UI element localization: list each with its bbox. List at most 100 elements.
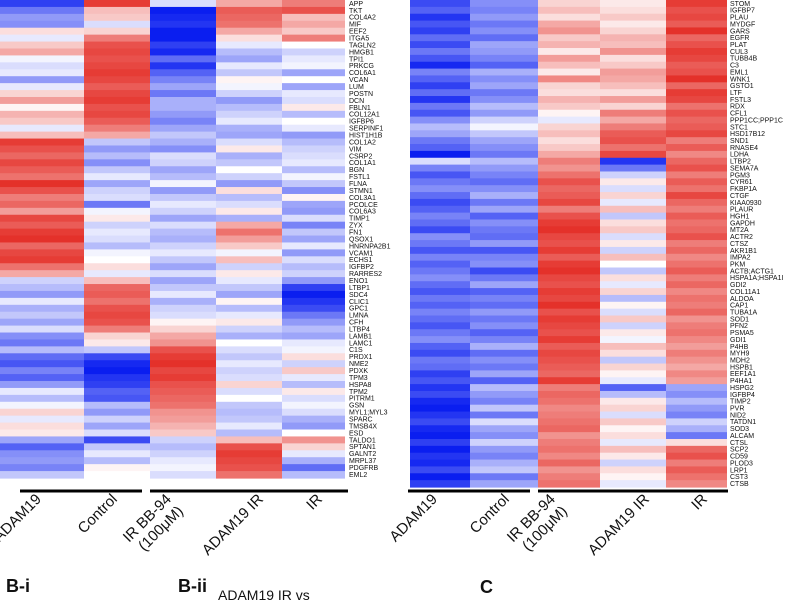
gene-label: FBLN1 xyxy=(349,105,371,112)
heatmap-cell xyxy=(0,145,84,154)
heatmap-cell xyxy=(282,41,345,50)
heatmap-cell xyxy=(538,61,600,70)
heatmap-cell xyxy=(666,144,727,152)
heatmap-cell xyxy=(538,212,600,221)
heatmap-cell xyxy=(84,381,150,389)
heatmap-cell xyxy=(600,123,666,131)
heatmap-cell xyxy=(666,219,727,227)
heatmap-cell xyxy=(666,480,727,488)
heatmap-cell xyxy=(0,48,84,57)
heatmap-cell xyxy=(666,102,727,111)
heatmap-cell xyxy=(600,150,666,159)
heatmap-cell xyxy=(666,192,727,200)
heatmap-cell xyxy=(666,473,727,481)
heatmap-cell xyxy=(84,34,150,43)
gene-label: ALCAM xyxy=(730,433,754,440)
heatmap-cell xyxy=(410,445,470,454)
heatmap-cell xyxy=(600,219,666,227)
heatmap-cell xyxy=(470,425,538,433)
gene-label: ESD xyxy=(349,430,363,437)
gene-label: P4HA1 xyxy=(730,378,752,385)
heatmap-cell xyxy=(150,436,216,444)
heatmap-cell xyxy=(216,249,282,257)
gene-label: QSOX1 xyxy=(349,236,373,243)
heatmap-cell xyxy=(538,473,600,481)
heatmap-cell xyxy=(84,290,150,299)
heatmap-cell xyxy=(470,89,538,97)
heatmap-cell xyxy=(84,367,150,375)
heatmap-cell xyxy=(282,277,345,285)
heatmap-cell xyxy=(282,346,345,354)
heatmap-cell xyxy=(470,20,538,29)
heatmap-cell xyxy=(150,62,216,70)
gene-label: TMSB4X xyxy=(349,423,377,430)
gene-label: IGFBP4 xyxy=(730,392,755,399)
heatmap-cell xyxy=(538,349,600,358)
heatmap-cell xyxy=(282,13,345,22)
heatmap-cell xyxy=(216,353,282,361)
heatmap-cell xyxy=(84,76,150,84)
heatmap-cell xyxy=(84,0,150,8)
heatmap-cell xyxy=(600,240,666,248)
column-label: IR BB-94(100μM) xyxy=(120,491,187,558)
heatmap-cell xyxy=(216,90,282,98)
heatmap-cell xyxy=(666,274,727,282)
heatmap-cell xyxy=(282,353,345,361)
heatmap-cell xyxy=(470,315,538,323)
heatmap-cell xyxy=(538,274,600,282)
heatmap-cell xyxy=(84,450,150,458)
gene-label: TATDN1 xyxy=(730,419,756,426)
heatmap-cell xyxy=(410,130,470,138)
heatmap-cell xyxy=(600,102,666,111)
heatmap-cell xyxy=(216,152,282,160)
heatmap-cell xyxy=(0,96,84,105)
heatmap-cell xyxy=(282,173,345,181)
heatmap-cell xyxy=(216,256,282,264)
heatmap-cell xyxy=(470,459,538,468)
heatmap-cell xyxy=(470,390,538,399)
heatmap-cell xyxy=(470,445,538,454)
gene-label: FKBP1A xyxy=(730,186,757,193)
heatmap-cell xyxy=(538,377,600,385)
gene-label: RNASE4 xyxy=(730,145,758,152)
heatmap-cell xyxy=(600,377,666,385)
gene-label: LTBP4 xyxy=(349,326,370,333)
heatmap-cell xyxy=(216,387,282,396)
heatmap-cell xyxy=(470,75,538,83)
heatmap-cell xyxy=(666,171,727,179)
heatmap-cell xyxy=(600,6,666,15)
gene-label: SND1 xyxy=(730,138,749,145)
gene-label: PVR xyxy=(730,406,744,413)
heatmap-cell xyxy=(666,336,727,344)
heatmap-cell xyxy=(150,387,216,396)
gene-label: RDX xyxy=(730,104,745,111)
heatmap-cell xyxy=(470,0,538,8)
heatmap-cell xyxy=(470,157,538,166)
heatmap-cell xyxy=(666,116,727,125)
heatmap-cell xyxy=(538,205,600,214)
heatmap-cell xyxy=(538,390,600,399)
gene-label: PDXK xyxy=(349,368,368,375)
heatmap-cell xyxy=(600,75,666,83)
heatmap-cell xyxy=(216,124,282,133)
heatmap-cell xyxy=(150,471,216,479)
gene-label: GPC1 xyxy=(349,306,368,313)
heatmap-cell xyxy=(84,277,150,285)
heatmap-cell xyxy=(666,130,727,138)
gene-label: LMNA xyxy=(349,313,369,320)
heatmap-cell xyxy=(84,152,150,160)
heatmap-cell xyxy=(666,294,727,303)
heatmap-cell xyxy=(0,138,84,147)
gene-label: C1S xyxy=(349,347,363,354)
heatmap-cell xyxy=(216,422,282,431)
heatmap-cell xyxy=(216,270,282,278)
heatmap-cell xyxy=(666,185,727,193)
heatmap-cell xyxy=(538,432,600,440)
heatmap-cell xyxy=(216,429,282,438)
heatmap-right: STOMIGFBP7PLAUMYDGFGARSEGFRPLATCUL3TUBB4… xyxy=(386,0,783,559)
gene-label: COL1A2 xyxy=(349,139,376,146)
heatmap-cell xyxy=(666,432,727,440)
gene-label: CTSZ xyxy=(730,241,749,248)
heatmap-cell xyxy=(470,308,538,317)
gene-label: PLAT xyxy=(730,42,748,49)
